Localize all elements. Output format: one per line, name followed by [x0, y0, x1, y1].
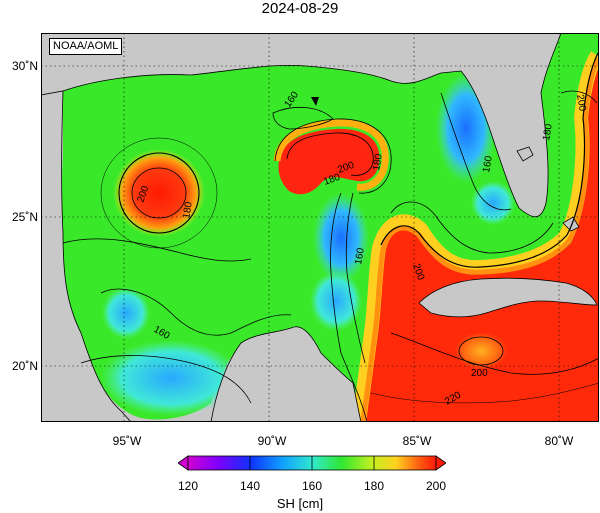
lon-label-85w: 85˚W [402, 434, 432, 448]
colorbar-high-arrow [435, 455, 446, 471]
lon-label-80w: 80˚W [544, 434, 574, 448]
cold-eddy-florida-south [471, 181, 515, 225]
colorbar-title: SH [cm] [276, 496, 324, 511]
colorbar-low-arrow [178, 455, 189, 471]
contour-lines [62, 52, 599, 422]
map-title: 2024-08-29 [261, 0, 339, 17]
contour-label: 180 [371, 153, 385, 172]
loop-current-eddy-edge [273, 119, 389, 191]
colorbar-ticks [249, 456, 375, 470]
caribbean-ocean [351, 53, 599, 422]
western-warm-eddy [113, 149, 205, 237]
colorbar-tick-label: 160 [301, 479, 323, 493]
contour-label: 160 [353, 247, 367, 266]
lat-label-30n: 30˚N [11, 59, 38, 73]
cold-eddy-southwest [101, 340, 241, 416]
buoy-marker-icon [311, 97, 319, 106]
sea-height-map: 160 180 200 160 180 200 180 160 200 180 … [41, 33, 599, 422]
colorbar-tick-label: 140 [239, 479, 261, 493]
lon-label-95w: 95˚W [112, 434, 142, 448]
cold-eddy-central [313, 193, 369, 283]
lon-label-90w: 90˚W [257, 434, 287, 448]
contour-label: 180 [181, 201, 195, 220]
contour-label: 200 [471, 368, 488, 379]
contour-label: 200 [574, 94, 588, 113]
loop-current-eddy [278, 128, 380, 195]
contour-label: 160 [481, 155, 495, 174]
current-fringe-inner [360, 57, 599, 422]
land-mexico-west [41, 90, 132, 422]
map-panel: 160 180 200 160 180 200 180 160 200 180 … [41, 33, 599, 422]
cold-eddy-west-shelf [102, 287, 150, 339]
colorbar-tick-label: 180 [363, 479, 385, 493]
lat-label-20n: 20˚N [11, 359, 38, 373]
colorbar-tick-label: 120 [177, 479, 199, 493]
lat-label-25n: 25˚N [11, 210, 38, 224]
current-fringe [352, 51, 599, 422]
credit-label: NOAA/AOML [49, 38, 123, 55]
graticule [41, 33, 599, 422]
colorbar [178, 455, 446, 471]
map-frame [41, 33, 599, 422]
contour-label: 180 [541, 123, 555, 142]
colorbar-tick-label: 200 [425, 479, 447, 493]
land-cuba [418, 277, 598, 318]
